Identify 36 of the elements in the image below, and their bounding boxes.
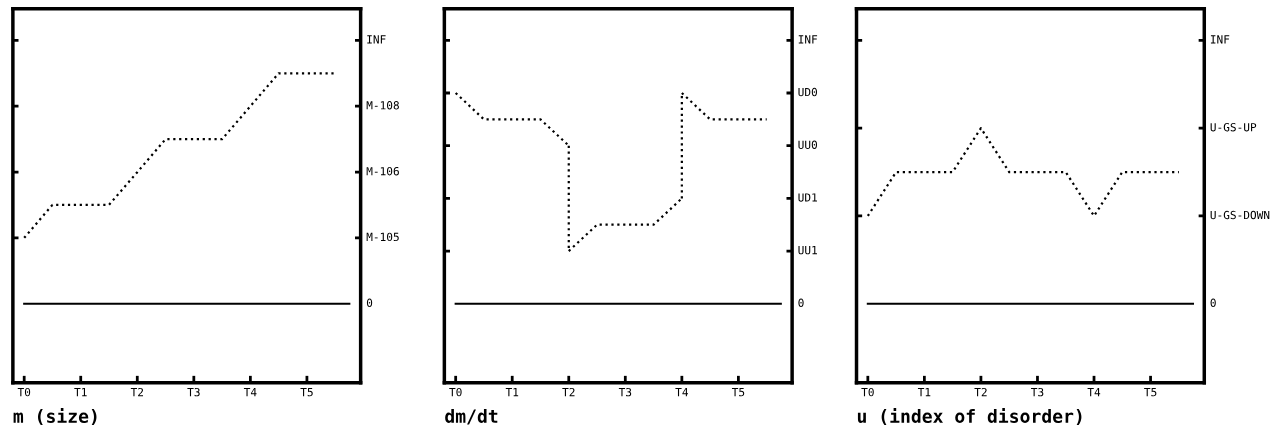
x-tick-label: T3 [187,387,200,397]
x-tick-label: T3 [618,387,632,397]
ref-line-label: 0 [798,298,804,308]
x-tick-label: T4 [1087,388,1101,397]
x-tick-label: T2 [974,387,987,397]
x-tick-label: T0 [861,387,874,397]
x-tick-label: T4 [675,388,689,397]
x-tick-label: T1 [917,388,931,397]
ref-line-label: INF [1210,35,1230,44]
ref-line-label: 0 [1210,298,1216,308]
x-tick-label: T2 [562,387,575,397]
x-tick-label: T5 [300,388,313,397]
ref-line-label: UD1 [798,193,817,202]
ref-line-label: U-GS-UP [1210,122,1257,132]
x-tick-label: T1 [505,388,519,397]
x-tick-label: T5 [1144,388,1157,397]
ref-line-label: U-GS-DOWN [1210,210,1270,220]
text: dm/dt [445,408,498,425]
x-tick-label: T0 [17,387,31,397]
ref-line-label: INF [367,35,386,44]
x-tick-label: T4 [243,388,257,397]
text: u (index of disorder) [857,408,1082,426]
x-tick-label: T5 [731,388,745,397]
ref-line-label: M-105 [366,232,399,242]
ref-line-label: 0 [366,298,373,308]
x-tick-label: T3 [1031,387,1044,397]
ref-line-label: UU0 [798,140,818,149]
ref-line-label: UD0 [798,87,818,97]
x-tick-label: T0 [449,387,462,397]
ref-line-label: INF [798,35,818,44]
text: m (size) [13,408,97,426]
ref-line-label: M-106 [366,167,399,176]
ref-line-label: UU1 [798,246,817,255]
x-tick-label: T2 [130,387,144,397]
x-tick-label: T1 [74,388,87,397]
ref-line-label: M-108 [366,101,399,110]
